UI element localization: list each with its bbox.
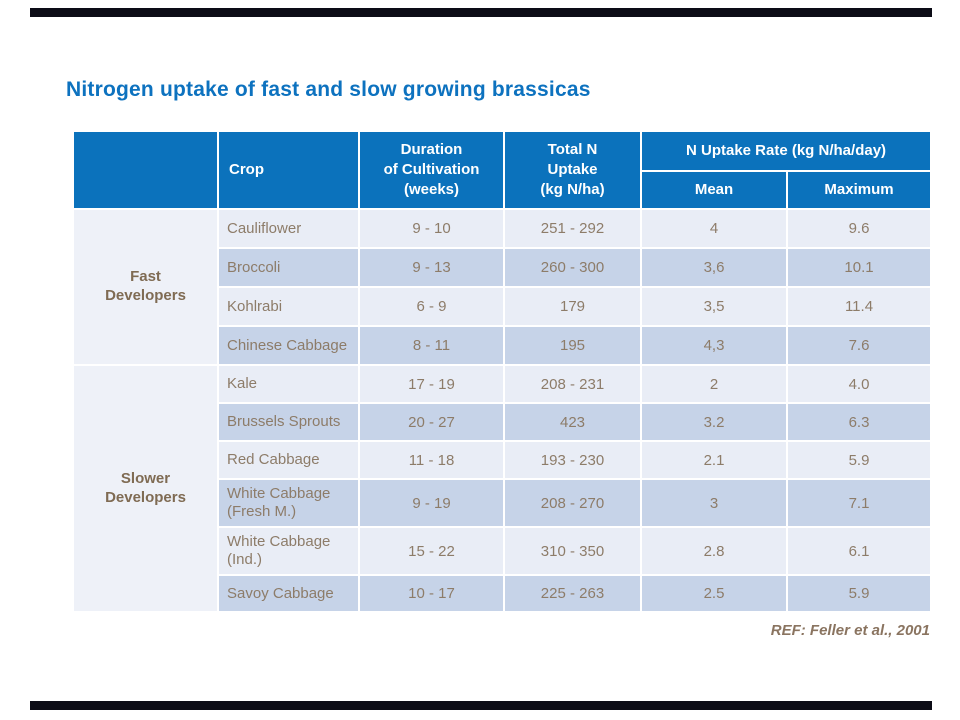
cell-total-n: 208 - 270 <box>503 478 642 528</box>
table-row: Brussels Sprouts 20 - 27 423 3.2 6.3 <box>73 402 933 442</box>
reference-citation: REF: Feller et al., 2001 <box>770 622 930 639</box>
header-total-n-line1: Total N <box>547 140 598 158</box>
bottom-accent-bar <box>30 701 932 710</box>
cell-mean: 3 <box>640 478 788 528</box>
brassica-table: Crop Duration of Cultivation (weeks) Tot… <box>72 130 933 613</box>
cell-mean: 2.8 <box>640 526 788 576</box>
cell-duration: 20 - 27 <box>358 402 505 442</box>
cell-duration: 9 - 13 <box>358 247 505 288</box>
table-row: White Cabbage (Fresh M.) 9 - 19 208 - 27… <box>73 478 933 528</box>
cell-duration: 10 - 17 <box>358 574 505 613</box>
cell-maximum: 10.1 <box>785 247 933 288</box>
header-blank-cell <box>72 130 219 210</box>
table-row: Savoy Cabbage 10 - 17 225 - 263 2.5 5.9 <box>73 574 933 613</box>
table-header-row-2: Mean Maximum <box>73 170 933 210</box>
cell-crop: Red Cabbage <box>217 440 360 480</box>
header-uptake-rate: N Uptake Rate (kg N/ha/day) <box>639 130 933 172</box>
cell-duration: 17 - 19 <box>358 364 505 404</box>
cell-maximum: 5.9 <box>785 440 933 480</box>
cell-duration: 6 - 9 <box>358 286 505 327</box>
cell-crop: White Cabbage (Ind.) <box>217 526 360 576</box>
cell-maximum: 11.4 <box>785 286 933 327</box>
cell-mean: 3,5 <box>640 286 788 327</box>
cell-total-n: 193 - 230 <box>503 440 642 480</box>
table-row: Kohlrabi 6 - 9 179 3,5 11.4 <box>73 286 933 327</box>
cell-mean: 4,3 <box>640 325 788 366</box>
header-duration-line3: (weeks) <box>403 181 460 199</box>
cell-duration: 11 - 18 <box>358 440 505 480</box>
group-label-slower: Slower Developers <box>72 364 219 613</box>
cell-maximum: 7.1 <box>785 478 933 528</box>
cell-duration: 9 - 19 <box>358 478 505 528</box>
group-label-fast: Fast Developers <box>72 208 219 366</box>
cell-total-n: 225 - 263 <box>503 574 642 613</box>
table-row: Red Cabbage 11 - 18 193 - 230 2.1 5.9 <box>73 440 933 480</box>
cell-crop: Broccoli <box>217 247 360 288</box>
cell-mean: 2 <box>640 364 788 404</box>
cell-mean: 3,6 <box>640 247 788 288</box>
cell-crop: Kohlrabi <box>217 286 360 327</box>
cell-total-n: 195 <box>503 325 642 366</box>
cell-total-n: 179 <box>503 286 642 327</box>
header-mean: Mean <box>640 170 788 210</box>
cell-duration: 15 - 22 <box>358 526 505 576</box>
cell-total-n: 423 <box>503 402 642 442</box>
table-row: Chinese Cabbage 8 - 11 195 4,3 7.6 <box>73 325 933 366</box>
cell-mean: 3.2 <box>640 402 788 442</box>
header-crop: Crop <box>217 130 360 210</box>
cell-maximum: 5.9 <box>785 574 933 613</box>
table-row: Fast Developers Cauliflower 9 - 10 251 -… <box>72 208 933 366</box>
table-row: White Cabbage (Ind.) 15 - 22 310 - 350 2… <box>73 526 933 576</box>
page-title: Nitrogen uptake of fast and slow growing… <box>66 78 591 101</box>
cell-maximum: 4.0 <box>785 364 933 404</box>
cell-duration: 9 - 10 <box>358 208 505 249</box>
cell-crop: Kale <box>217 364 360 404</box>
table-row: Slower Developers Kale 17 - 19 208 - 231… <box>72 364 933 613</box>
cell-total-n: 208 - 231 <box>503 364 642 404</box>
cell-total-n: 260 - 300 <box>503 247 642 288</box>
cell-mean: 2.5 <box>640 574 788 613</box>
header-duration-line2: of Cultivation <box>383 160 480 178</box>
cell-crop: Cauliflower <box>217 208 360 249</box>
cell-maximum: 6.3 <box>785 402 933 442</box>
cell-total-n: 251 - 292 <box>503 208 642 249</box>
cell-maximum: 6.1 <box>785 526 933 576</box>
header-maximum: Maximum <box>785 170 933 210</box>
table-header-row-1: Crop Duration of Cultivation (weeks) Tot… <box>72 130 933 210</box>
header-total-n-line3: (kg N/ha) <box>540 181 605 199</box>
cell-crop: Savoy Cabbage <box>217 574 360 613</box>
top-accent-bar <box>30 8 932 17</box>
header-total-n-line2: Uptake <box>547 160 598 178</box>
table-row: Broccoli 9 - 13 260 - 300 3,6 10.1 <box>73 247 933 288</box>
cell-crop: Chinese Cabbage <box>217 325 360 366</box>
cell-mean: 4 <box>640 208 788 249</box>
cell-total-n: 310 - 350 <box>503 526 642 576</box>
cell-maximum: 9.6 <box>785 208 933 249</box>
cell-duration: 8 - 11 <box>358 325 505 366</box>
cell-crop: White Cabbage (Fresh M.) <box>217 478 360 528</box>
cell-crop: Brussels Sprouts <box>217 402 360 442</box>
cell-mean: 2.1 <box>640 440 788 480</box>
cell-maximum: 7.6 <box>785 325 933 366</box>
header-duration-line1: Duration <box>400 140 463 158</box>
header-total-n: Total N Uptake (kg N/ha) <box>503 130 642 210</box>
header-duration: Duration of Cultivation (weeks) <box>358 130 505 210</box>
